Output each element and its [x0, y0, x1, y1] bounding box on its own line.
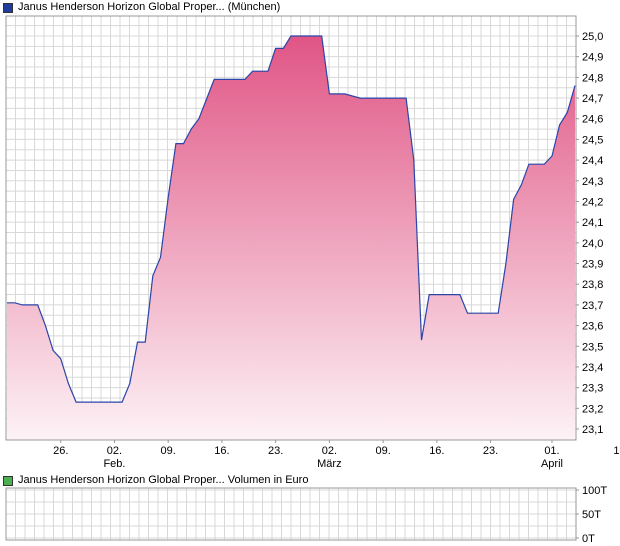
- vol-tick-label: 100T: [582, 485, 607, 497]
- volume-legend-swatch: [3, 475, 13, 486]
- y-tick-label: 23,2: [582, 403, 603, 415]
- x-month-label: April: [541, 458, 563, 470]
- x-tick-label: 02.: [322, 445, 337, 457]
- y-tick-label: 24,1: [582, 217, 603, 229]
- y-tick-label: 24,3: [582, 176, 603, 188]
- x-tick-label: 23.: [268, 445, 283, 457]
- volume-legend: Janus Henderson Horizon Global Proper...…: [3, 474, 308, 487]
- y-tick-label: 24,2: [582, 196, 603, 208]
- volume-grid: [6, 488, 576, 540]
- price-line: [7, 35, 576, 403]
- y-tick-label: 23,6: [582, 321, 603, 333]
- y-tick-label: 24,0: [582, 238, 603, 250]
- x-tick-label: 10.: [613, 445, 620, 457]
- y-tick-label: 24,9: [582, 52, 603, 64]
- y-tick-label: 23,1: [582, 424, 603, 436]
- price-area: [7, 36, 575, 440]
- vol-tick-label: 50T: [582, 509, 601, 521]
- x-tick-label: 16.: [429, 445, 444, 457]
- x-tick-label: 26.: [53, 445, 68, 457]
- x-tick-label: 02.: [107, 445, 122, 457]
- y-tick-label: 24,4: [582, 155, 603, 167]
- vol-tick-label: 0T: [582, 533, 595, 545]
- price-plot-frame: [5, 15, 577, 441]
- volume-y-axis: 100T 50T 0T: [576, 485, 607, 545]
- x-month-label: März: [317, 458, 341, 470]
- y-tick-label: 23,8: [582, 279, 603, 291]
- y-tick-label: 25,0: [582, 31, 603, 43]
- y-tick-label: 23,5: [582, 341, 603, 353]
- x-month-label: Feb.: [103, 458, 125, 470]
- price-legend-label: Janus Henderson Horizon Global Proper...…: [18, 1, 281, 13]
- y-tick-label: 24,5: [582, 134, 603, 146]
- y-tick-label: 24,6: [582, 114, 603, 126]
- y-tick-label: 23,3: [582, 383, 603, 395]
- y-tick-label: 23,4: [582, 362, 603, 374]
- x-tick-label: 09.: [375, 445, 390, 457]
- price-legend: Janus Henderson Horizon Global Proper...…: [3, 1, 280, 14]
- x-tick-label: 16.: [214, 445, 229, 457]
- price-y-axis: 25,0 24,9 24,8 24,7 24,6 24,5 24,4 24,3 24,2 24,1…: [576, 31, 603, 436]
- price-legend-swatch: [3, 2, 13, 13]
- y-tick-label: 24,7: [582, 93, 603, 105]
- x-tick-label: 01.: [544, 445, 559, 457]
- volume-legend-label: Janus Henderson Horizon Global Proper...…: [18, 474, 309, 486]
- y-tick-label: 24,8: [582, 72, 603, 84]
- x-tick-label: 09.: [161, 445, 176, 457]
- x-tick-label: 23.: [483, 445, 498, 457]
- y-tick-label: 23,7: [582, 300, 603, 312]
- y-tick-label: 23,9: [582, 259, 603, 271]
